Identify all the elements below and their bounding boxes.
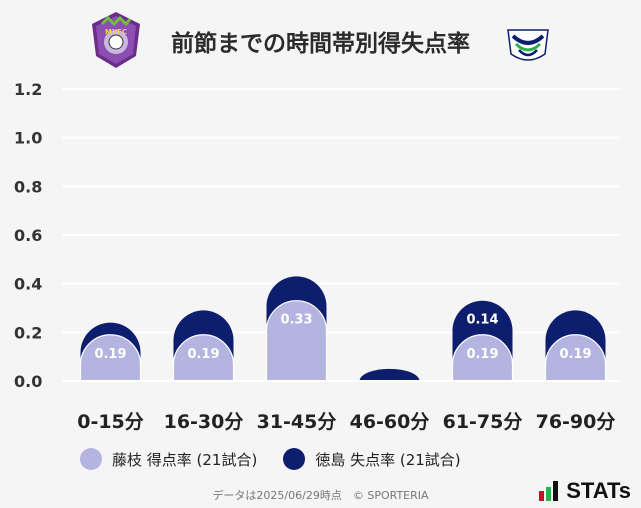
x-tick-label: 61-75分: [443, 411, 523, 433]
stats-brand-label: STATs: [566, 478, 631, 503]
x-tick-label: 31-45分: [257, 411, 337, 433]
bar-home: [451, 334, 514, 382]
y-tick-label: 1.0: [14, 129, 42, 148]
data-label-home: 0.33: [280, 313, 312, 328]
chart-title: 前節までの時間帯別得失点率: [171, 31, 470, 57]
x-tick-label: 16-30分: [164, 411, 244, 433]
data-label-home: 0.19: [187, 347, 219, 362]
fujieda-myfc-logo: MYFC: [92, 12, 140, 68]
stats-brand: STATs: [539, 478, 631, 504]
legend-swatch-away: [283, 448, 306, 470]
y-tick-label: 0.0: [14, 372, 42, 391]
footer-note: データは2025/06/29時点 © SPORTERIA: [212, 489, 429, 502]
x-tick-label: 46-60分: [350, 411, 430, 433]
bar-home: [79, 334, 142, 382]
legend-item-home[interactable]: 藤枝 得点率 (21試合): [80, 448, 257, 470]
legend-item-away[interactable]: 徳島 失点率 (21試合): [283, 448, 461, 470]
chart-legend: 藤枝 得点率 (21試合) 徳島 失点率 (21試合): [80, 448, 487, 470]
bar-away: [359, 368, 420, 381]
y-tick-label: 0.2: [14, 323, 42, 342]
y-tick-label: 0.6: [14, 226, 42, 245]
tokushima-vortis-logo: [507, 29, 549, 61]
x-tick-label: 76-90分: [536, 411, 616, 433]
legend-label-away: 徳島 失点率 (21試合): [315, 450, 461, 469]
bar-home: [265, 300, 328, 382]
stats-bars-icon: [539, 481, 560, 501]
data-label-home: 0.19: [559, 347, 591, 362]
bar-home: [172, 334, 235, 382]
data-label-home: 0.19: [94, 347, 126, 362]
y-tick-label: 1.2: [14, 80, 42, 99]
legend-swatch-home: [80, 448, 102, 470]
y-tick-label: 0.8: [14, 177, 42, 196]
data-label-away: 0.14: [466, 313, 498, 328]
legend-label-home: 藤枝 得点率 (21試合): [112, 450, 258, 469]
y-tick-label: 0.4: [14, 275, 42, 294]
svg-text:MYFC: MYFC: [105, 28, 127, 36]
bar-home: [544, 334, 607, 382]
x-tick-label: 0-15分: [77, 411, 144, 433]
data-label-home: 0.19: [466, 347, 498, 362]
